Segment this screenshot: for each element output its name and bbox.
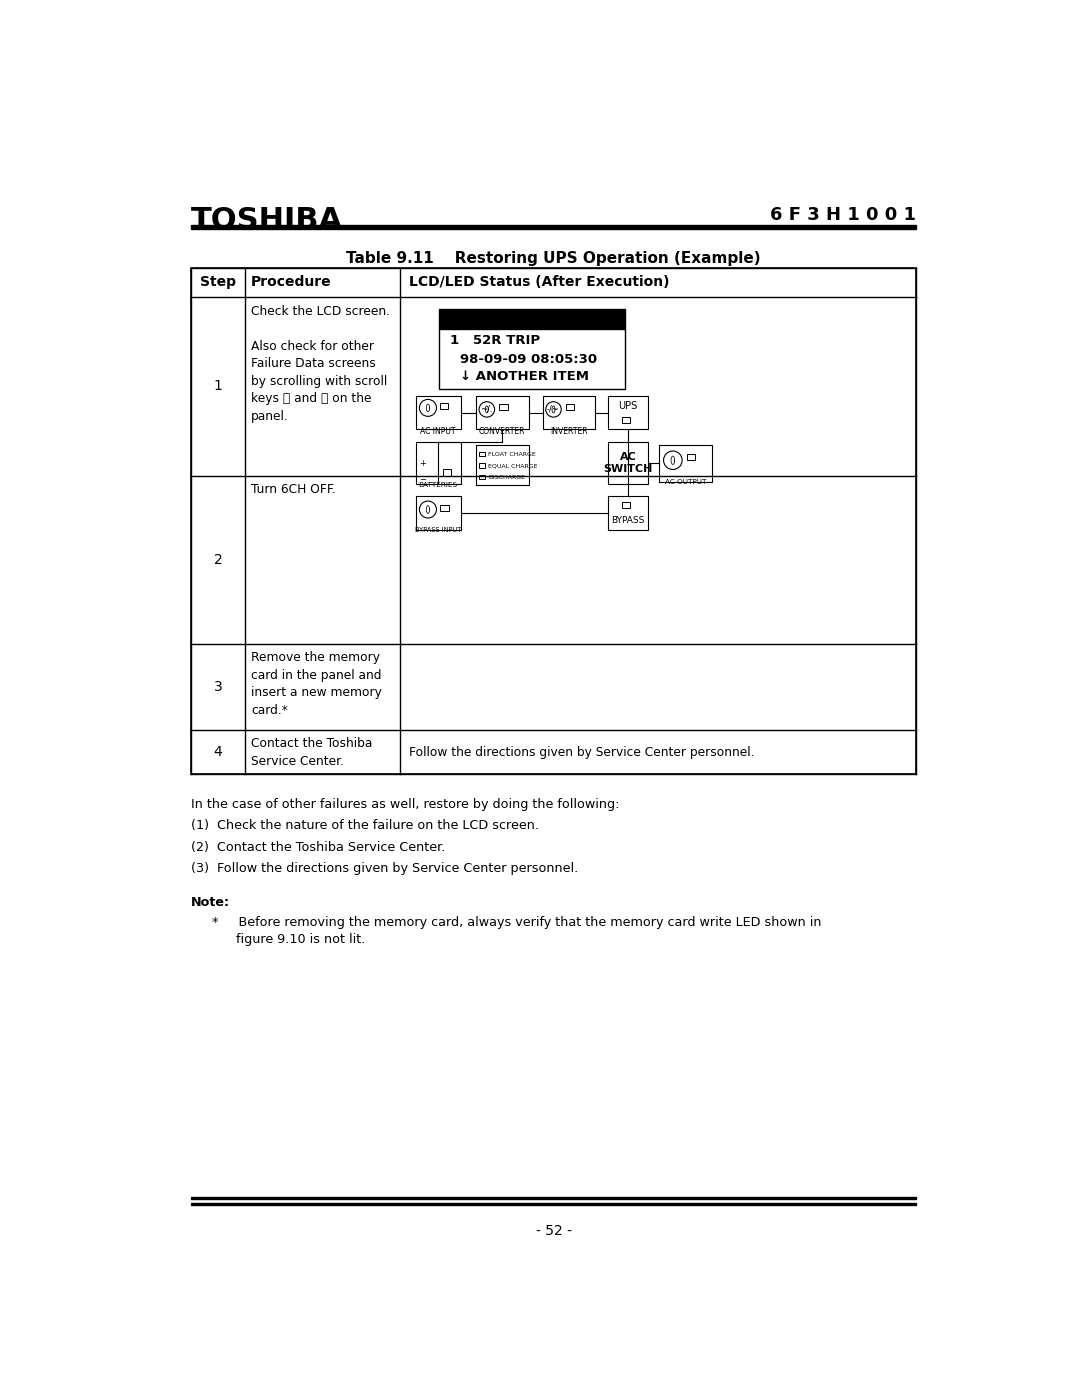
Text: FLOAT CHARGE: FLOAT CHARGE: [488, 451, 536, 457]
Text: Remove the memory
card in the panel and
insert a new memory
card.*: Remove the memory card in the panel and …: [252, 651, 382, 717]
Text: 2: 2: [214, 553, 222, 567]
Text: Step: Step: [200, 275, 235, 289]
Text: (1)  Check the nature of the failure on the LCD screen.: (1) Check the nature of the failure on t…: [191, 819, 539, 833]
Text: UPS: UPS: [618, 401, 637, 411]
Text: In the case of other failures as well, restore by doing the following:: In the case of other failures as well, r…: [191, 798, 619, 810]
Bar: [687, 454, 696, 460]
Text: 1   52R TRIP: 1 52R TRIP: [449, 334, 540, 348]
Bar: [499, 404, 508, 411]
Bar: [191, 268, 916, 774]
Bar: [191, 1197, 916, 1200]
Bar: [416, 441, 460, 485]
Text: 3: 3: [214, 679, 222, 694]
Text: - 52 -: - 52 -: [536, 1224, 571, 1238]
Text: ↓ ANOTHER ITEM: ↓ ANOTHER ITEM: [460, 370, 590, 383]
Bar: [622, 418, 631, 423]
Bar: [416, 395, 460, 429]
Bar: [440, 404, 448, 409]
Text: Table 9.11    Restoring UPS Operation (Example): Table 9.11 Restoring UPS Operation (Exam…: [347, 251, 760, 265]
Bar: [438, 328, 625, 388]
Bar: [441, 504, 449, 511]
Text: -/~: -/~: [548, 405, 559, 414]
Text: LCD/LED Status (After Execution): LCD/LED Status (After Execution): [409, 275, 670, 289]
Bar: [480, 475, 485, 479]
Bar: [191, 1203, 916, 1204]
Text: BYPASS INPUT: BYPASS INPUT: [415, 527, 461, 534]
Text: EQUAL CHARGE: EQUAL CHARGE: [488, 464, 538, 468]
Text: +
−: + −: [419, 458, 427, 483]
Text: AC
SWITCH: AC SWITCH: [604, 451, 652, 474]
Bar: [608, 395, 648, 429]
Bar: [416, 496, 460, 529]
Text: 4: 4: [214, 745, 222, 759]
Text: INVERTER: INVERTER: [550, 427, 588, 436]
Text: BATTERIES: BATTERIES: [418, 482, 458, 488]
Bar: [622, 502, 631, 509]
Text: AC OUTPUT: AC OUTPUT: [664, 479, 706, 486]
Text: (3)  Follow the directions given by Service Center personnel.: (3) Follow the directions given by Servi…: [191, 862, 578, 875]
Bar: [480, 464, 485, 468]
Text: Check the LCD screen.

Also check for other
Failure Data screens
by scrolling wi: Check the LCD screen. Also check for oth…: [252, 305, 390, 423]
Text: Turn 6CH OFF.: Turn 6CH OFF.: [252, 483, 336, 496]
Bar: [659, 444, 712, 482]
Bar: [480, 451, 485, 457]
Text: *     Before removing the memory card, always verify that the memory card write : * Before removing the memory card, alway…: [213, 916, 822, 929]
Text: (2)  Contact the Toshiba Service Center.: (2) Contact the Toshiba Service Center.: [191, 841, 445, 854]
Text: DISCHARGE: DISCHARGE: [488, 475, 525, 479]
Text: Note:: Note:: [191, 895, 230, 909]
Text: Follow the directions given by Service Center personnel.: Follow the directions given by Service C…: [409, 746, 755, 759]
Bar: [608, 441, 648, 485]
Bar: [443, 469, 451, 475]
Text: BYPASS: BYPASS: [611, 515, 645, 525]
Text: CONVERTER: CONVERTER: [480, 427, 526, 436]
Bar: [476, 395, 529, 429]
Bar: [566, 404, 575, 411]
Bar: [191, 225, 916, 229]
Bar: [438, 309, 625, 328]
Bar: [476, 444, 529, 485]
Text: 1: 1: [214, 380, 222, 394]
Text: 98-09-09 08:05:30: 98-09-09 08:05:30: [460, 353, 597, 366]
Text: TOSHIBA: TOSHIBA: [191, 207, 343, 235]
Text: AC INPUT: AC INPUT: [420, 427, 456, 436]
Bar: [542, 395, 595, 429]
Text: 6 F 3 H 1 0 0 1: 6 F 3 H 1 0 0 1: [770, 207, 916, 224]
Text: Procedure: Procedure: [252, 275, 332, 289]
Text: Contact the Toshiba
Service Center.: Contact the Toshiba Service Center.: [252, 738, 373, 768]
Text: figure 9.10 is not lit.: figure 9.10 is not lit.: [213, 933, 366, 946]
Bar: [608, 496, 648, 529]
Text: ~/.: ~/.: [481, 405, 494, 414]
